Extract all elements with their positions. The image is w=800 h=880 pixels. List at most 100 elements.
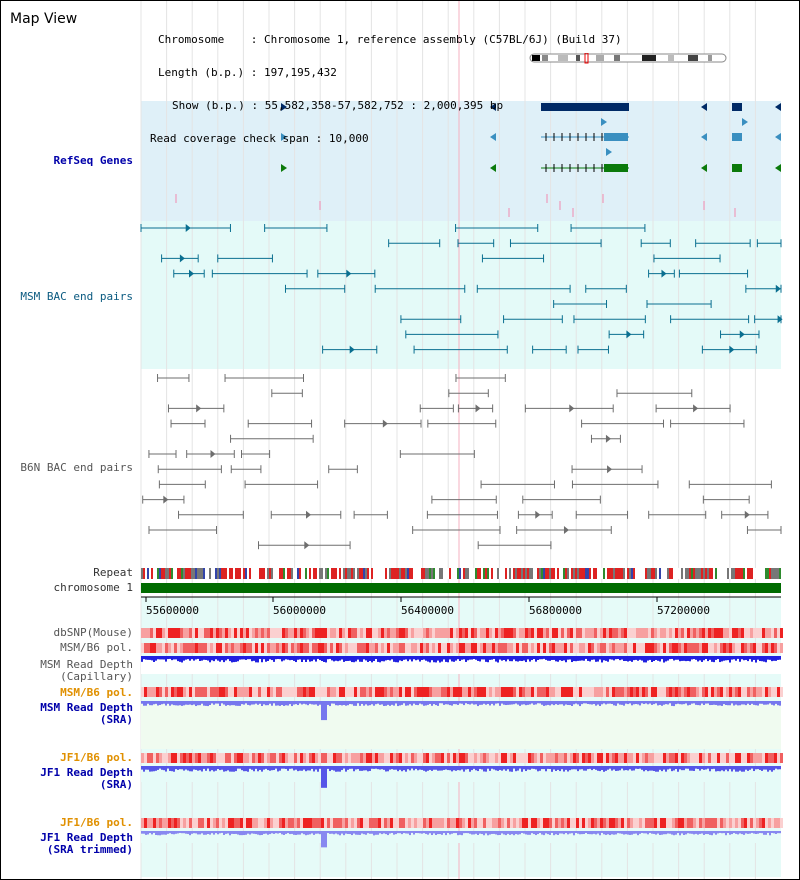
- depth-bar: [621, 766, 623, 769]
- pol-cell: [153, 818, 156, 828]
- depth-bar: [491, 831, 493, 834]
- depth-bar: [369, 766, 371, 771]
- depth-bar: [143, 831, 145, 834]
- pol-cell: [345, 753, 348, 763]
- depth-bar: [417, 766, 419, 771]
- depth-bar: [441, 701, 443, 704]
- depth-bar: [625, 831, 627, 835]
- pol-cell: [402, 687, 405, 697]
- pol-cell: [156, 753, 159, 763]
- pol-cell: [708, 687, 711, 697]
- pol-cell: [273, 687, 276, 697]
- depth-bar: [229, 701, 231, 706]
- depth-bar: [265, 831, 267, 834]
- pol-cell: [438, 643, 441, 653]
- chromosome-ideogram[interactable]: [528, 53, 730, 65]
- depth-bar: [627, 701, 629, 705]
- pol-cell: [585, 818, 588, 828]
- depth-bar: [265, 766, 267, 769]
- depth-bar: [177, 701, 179, 706]
- depth-bar: [209, 701, 211, 706]
- depth-bar: [395, 766, 397, 770]
- pol-cell: [687, 753, 690, 763]
- jf1-depth-sub-label: (SRA): [99, 778, 133, 791]
- repeat-block: [389, 568, 391, 579]
- pol-cell: [687, 687, 690, 697]
- depth-bar: [255, 701, 257, 704]
- pol-cell: [423, 818, 426, 828]
- depth-bar: [211, 701, 213, 704]
- depth-bar: [445, 766, 447, 770]
- pol-cell: [600, 628, 603, 638]
- pol-cell: [261, 687, 264, 697]
- depth-bar: [741, 831, 743, 835]
- depth-bar: [531, 831, 533, 834]
- pol-cell: [405, 628, 408, 638]
- depth-bar: [367, 701, 369, 706]
- depth-bar: [209, 831, 211, 835]
- depth-bar: [525, 656, 527, 663]
- depth-bar: [579, 701, 581, 707]
- pol-cell: [531, 628, 534, 638]
- pol-cell: [600, 818, 603, 828]
- pol-cell: [585, 628, 588, 638]
- depth-bar: [587, 701, 589, 704]
- gene-arrow: [490, 103, 496, 111]
- depth-bar: [529, 766, 531, 770]
- pol-cell: [318, 753, 321, 763]
- depth-bar: [547, 656, 549, 661]
- depth-bar: [225, 766, 227, 772]
- depth-bar: [191, 766, 193, 772]
- pol-cell: [735, 687, 738, 697]
- axis-tick-label: 56800000: [529, 604, 582, 617]
- pol-cell: [576, 818, 579, 828]
- depth-bar: [657, 656, 659, 661]
- pol-cell: [438, 687, 441, 697]
- depth-bar: [615, 701, 617, 706]
- depth-bar: [301, 766, 303, 771]
- depth-bar: [645, 656, 647, 663]
- pol-cell: [708, 628, 711, 638]
- pol-cell: [663, 628, 666, 638]
- length-label: Length (b.p.): [158, 66, 245, 79]
- depth-bar: [429, 766, 431, 770]
- depth-bar: [273, 766, 275, 771]
- gene-exon: [732, 103, 742, 111]
- repeat-block: [175, 568, 177, 579]
- repeat-block: [315, 568, 317, 579]
- repeat-block: [497, 568, 499, 579]
- pol-cell: [753, 643, 756, 653]
- depth-bar: [521, 766, 523, 772]
- pol-cell: [252, 818, 255, 828]
- depth-bar: [165, 766, 167, 772]
- depth-bar: [467, 831, 469, 834]
- repeat-block: [563, 568, 565, 579]
- depth-bar: [665, 701, 667, 705]
- repeat-block: [147, 568, 149, 579]
- pol-cell: [219, 818, 222, 828]
- depth-bar: [767, 831, 769, 833]
- depth-bar: [147, 831, 149, 835]
- depth-bar: [225, 656, 227, 661]
- depth-bar: [227, 831, 229, 834]
- depth-bar: [775, 831, 777, 834]
- depth-bar: [175, 831, 177, 834]
- pol-cell: [360, 628, 363, 638]
- pol-cell: [564, 753, 567, 763]
- pol-cell: [348, 643, 351, 653]
- depth-bar: [379, 766, 381, 770]
- repeat-block: [453, 568, 455, 579]
- repeat-block: [153, 568, 155, 579]
- depth-bar: [529, 831, 531, 835]
- chromosome-value: Chromosome 1, reference assembly (C57BL/…: [263, 33, 622, 46]
- pol-cell: [687, 818, 690, 828]
- depth-bar: [311, 831, 313, 834]
- pol-cell: [417, 818, 420, 828]
- depth-bar: [527, 701, 529, 705]
- pol-cell: [633, 687, 636, 697]
- repeat-block: [591, 568, 593, 579]
- pol-cell: [441, 818, 444, 828]
- pol-cell: [285, 643, 288, 653]
- pol-cell: [279, 818, 282, 828]
